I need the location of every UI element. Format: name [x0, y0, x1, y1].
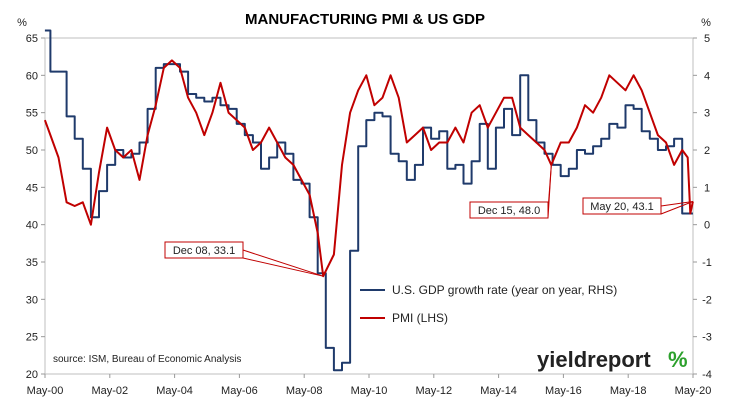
- left-tick-label: 65: [26, 33, 38, 45]
- x-tick-label: May-16: [545, 385, 582, 397]
- right-axis: -4 -3 -2 -1 0 1 2 3 4 5: [693, 33, 712, 381]
- right-tick-label: -4: [702, 369, 712, 381]
- left-tick-label: 20: [26, 369, 38, 381]
- callout-label: May 20, 43.1: [590, 201, 654, 213]
- left-axis-unit: %: [17, 17, 27, 29]
- left-tick-label: 55: [26, 108, 38, 120]
- callout-label: Dec 15, 48.0: [478, 205, 540, 217]
- legend-pmi-label: PMI (LHS): [392, 311, 448, 325]
- right-axis-unit: %: [701, 17, 711, 29]
- left-tick-label: 30: [26, 294, 38, 306]
- left-axis: 20 25 30 35 40 45 50 55 60 65: [26, 33, 45, 381]
- x-tick-label: May-08: [286, 385, 323, 397]
- x-tick-label: May-06: [221, 385, 258, 397]
- x-tick-label: May-12: [415, 385, 452, 397]
- x-tick-label: May-18: [610, 385, 647, 397]
- callout-leader: [660, 201, 694, 215]
- left-tick-label: 60: [26, 70, 38, 82]
- right-tick-label: 1: [704, 182, 710, 194]
- gdp-series-line: [44, 29, 693, 372]
- x-tick-label: May-14: [480, 385, 517, 397]
- x-tick-label: May-04: [156, 385, 193, 397]
- x-tick-label: May-20: [675, 385, 712, 397]
- left-tick-label: 45: [26, 182, 38, 194]
- x-tick-label: May-00: [27, 385, 64, 397]
- callout-leader: [242, 257, 324, 277]
- callout-leader: [242, 249, 324, 277]
- left-tick-label: 50: [26, 145, 38, 157]
- brand-logo: yieldreport %: [537, 347, 688, 372]
- chart-title: MANUFACTURING PMI & US GDP: [245, 11, 485, 28]
- right-tick-label: -3: [702, 332, 712, 344]
- right-tick-label: 4: [704, 70, 710, 82]
- x-axis: May-00 May-02 May-04 May-06 May-08 May-10 May-…: [27, 374, 712, 397]
- left-tick-label: 35: [26, 257, 38, 269]
- right-tick-label: -2: [702, 294, 712, 306]
- right-tick-label: 0: [704, 220, 710, 232]
- callout-box: [582, 197, 662, 215]
- callout-box: [164, 241, 244, 259]
- pmi-series-line: [43, 59, 694, 278]
- x-tick-label: May-02: [91, 385, 128, 397]
- annotation-layer: Dec 08, 33.1 Dec 15, 48.0 May 20, 43.1: [164, 164, 694, 277]
- left-tick-label: 40: [26, 220, 38, 232]
- series-layer: [43, 29, 694, 372]
- callout-box: [469, 201, 549, 219]
- legend: U.S. GDP growth rate (year on year, RHS)…: [360, 283, 617, 325]
- legend-gdp-label: U.S. GDP growth rate (year on year, RHS): [392, 283, 617, 297]
- x-tick-label: May-10: [351, 385, 388, 397]
- right-tick-label: 3: [704, 108, 710, 120]
- brand-percent-icon: %: [668, 347, 688, 372]
- left-tick-label: 25: [26, 332, 38, 344]
- callout-leader: [547, 164, 552, 219]
- right-tick-label: 2: [704, 145, 710, 157]
- right-tick-label: -1: [702, 257, 712, 269]
- source-note: source: ISM, Bureau of Economic Analysis: [53, 354, 241, 365]
- right-tick-label: 5: [704, 33, 710, 45]
- brand-name: yieldreport: [537, 347, 651, 372]
- callout-leader: [660, 201, 693, 207]
- callout-label: Dec 08, 33.1: [173, 245, 235, 257]
